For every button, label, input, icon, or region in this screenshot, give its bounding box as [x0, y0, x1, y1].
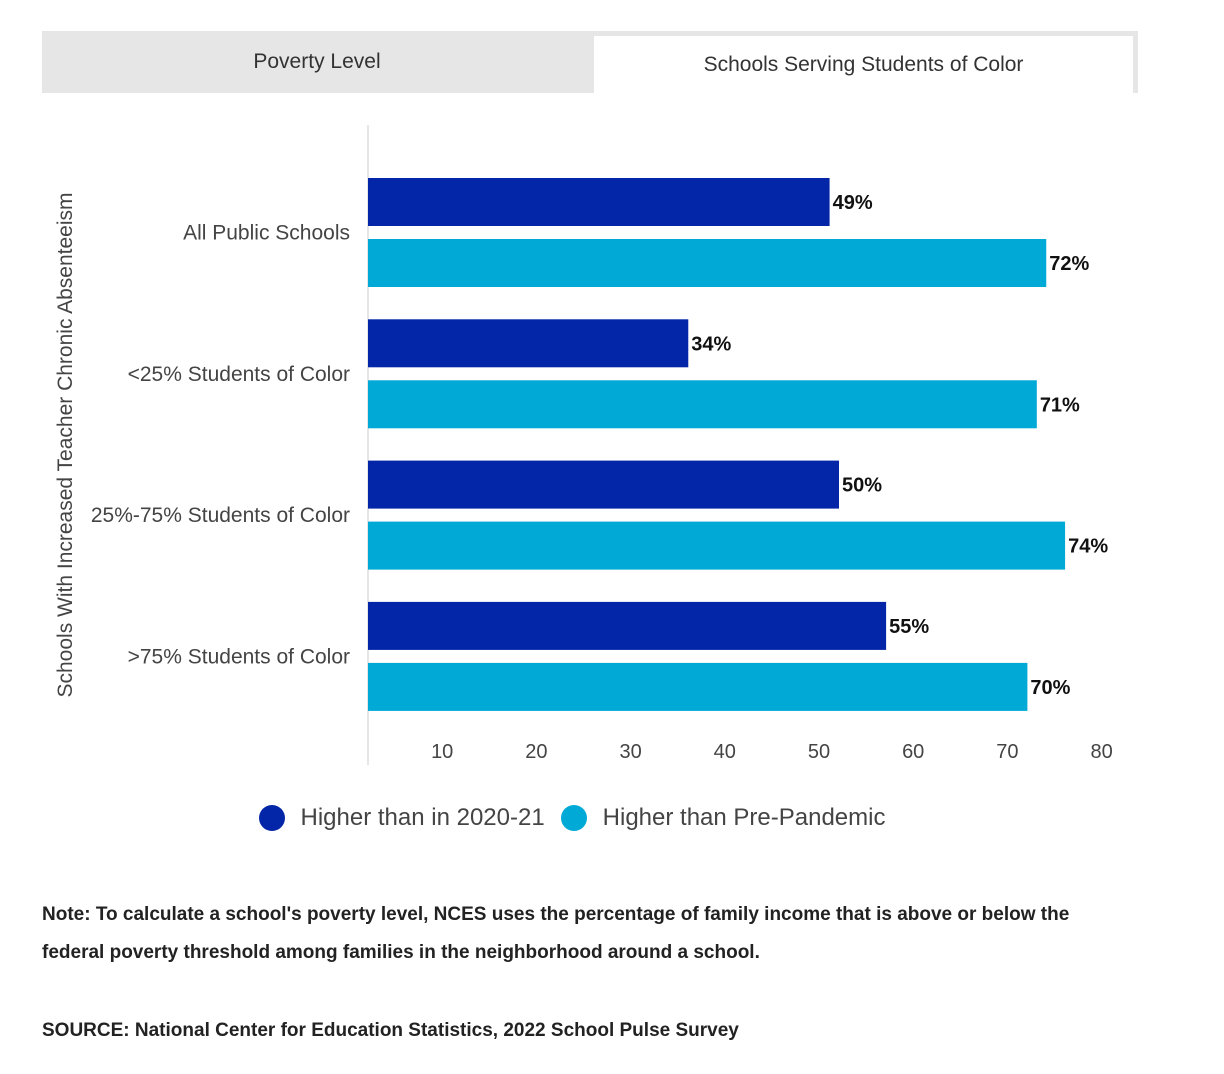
legend: Higher than in 2020-21 Higher than Pre-P…: [0, 804, 1184, 832]
x-tick-label: 70: [996, 741, 1018, 763]
data-label: 50%: [842, 475, 882, 497]
data-label: 70%: [1030, 677, 1070, 699]
x-tick-label: 30: [619, 741, 641, 763]
category-label: 25%-75% Students of Color: [91, 504, 350, 527]
x-tick-label: 80: [1090, 741, 1112, 763]
data-label: 49%: [833, 192, 873, 214]
bar-pre-pandemic: [368, 662, 1028, 711]
data-label: 72%: [1049, 253, 1089, 275]
bar-pre-pandemic: [368, 380, 1037, 429]
data-label: 74%: [1068, 536, 1108, 558]
bar-chart: Schools With Increased Teacher Chronic A…: [54, 125, 1113, 765]
bar-2020-21: [368, 178, 830, 226]
x-tick-label: 40: [714, 741, 736, 763]
tab-poverty-level[interactable]: Poverty Level: [253, 50, 381, 73]
category-label: <25% Students of Color: [128, 363, 350, 386]
bar-2020-21: [368, 319, 689, 368]
y-axis-title: Schools With Increased Teacher Chronic A…: [54, 192, 77, 697]
legend-item-pre-pandemic[interactable]: Higher than Pre-Pandemic: [560, 804, 886, 832]
tab-students-of-color[interactable]: Schools Serving Students of Color: [594, 36, 1133, 93]
legend-dot-2020-21: [258, 805, 285, 831]
legend-dot-pre-pandemic: [560, 805, 587, 831]
legend-label-pre-pandemic: Higher than Pre-Pandemic: [602, 804, 886, 831]
tab-bar: Poverty Level Schools Serving Students o…: [42, 31, 1138, 93]
data-label: 34%: [691, 333, 731, 355]
x-tick-label: 10: [431, 741, 453, 763]
chart-note: Note: To calculate a school's poverty le…: [42, 904, 1070, 963]
legend-item-2020-21[interactable]: Higher than in 2020-21: [258, 804, 545, 832]
category-label: >75% Students of Color: [128, 645, 350, 668]
data-label: 71%: [1040, 394, 1080, 416]
chart-source: SOURCE: National Center for Education St…: [42, 1020, 739, 1041]
data-label: 55%: [889, 616, 929, 638]
bar-2020-21: [368, 601, 887, 650]
bar-2020-21: [368, 460, 839, 509]
bar-pre-pandemic: [368, 521, 1066, 570]
category-label: All Public Schools: [183, 222, 350, 245]
x-tick-label: 50: [808, 741, 830, 763]
bar-pre-pandemic: [368, 239, 1047, 287]
legend-label-2020-21: Higher than in 2020-21: [300, 804, 545, 831]
x-tick-label: 60: [902, 741, 924, 763]
x-tick-label: 20: [525, 741, 547, 763]
